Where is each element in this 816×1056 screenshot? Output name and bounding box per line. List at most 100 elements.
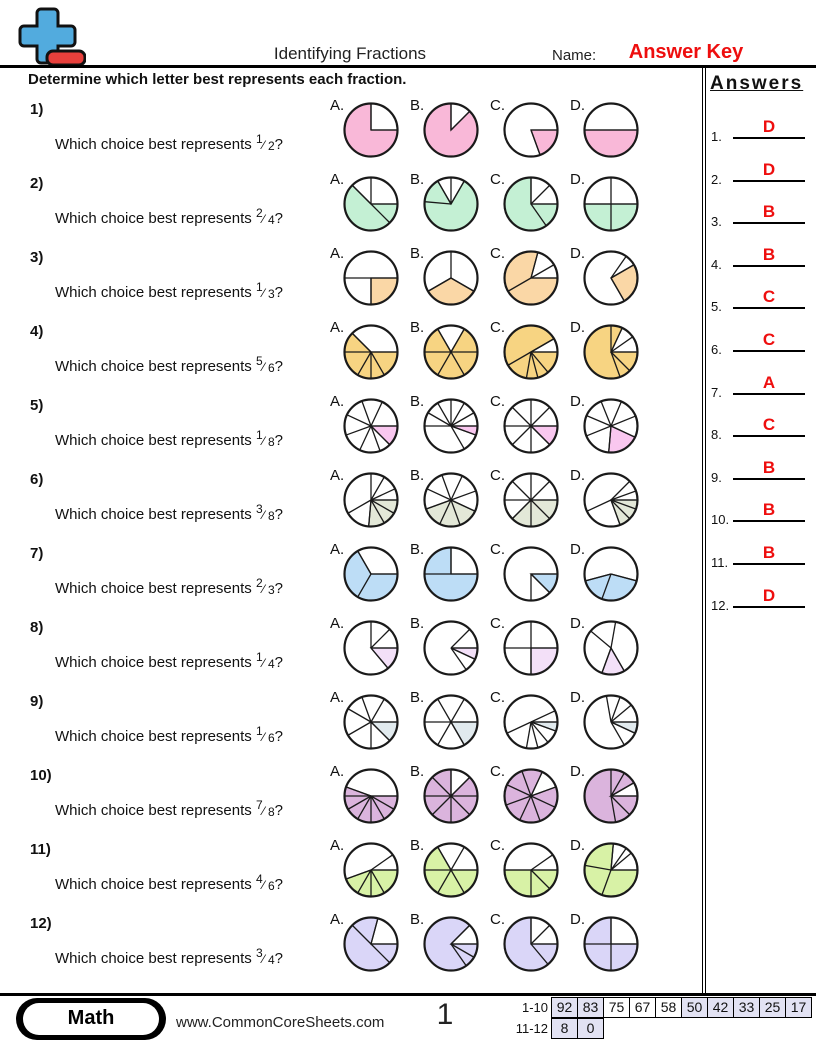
score-table: 1-10 92 83 75 67 58 50 42 33 25 17 11-12 8 0	[502, 997, 812, 1039]
fraction-pie	[423, 398, 479, 454]
choice-b: B.	[405, 391, 485, 463]
fraction-slash: ⁄	[262, 582, 268, 596]
choice-label: B.	[410, 171, 425, 188]
name-label: Name:	[552, 47, 597, 64]
choice-label: D.	[570, 615, 585, 632]
question-row: 12) Which choice best represents 3⁄ 4? A. B…	[0, 909, 700, 983]
fraction-pie	[423, 620, 479, 676]
fraction-pie	[503, 176, 559, 232]
name-value: Answer Key	[628, 41, 744, 63]
question-number: 10)	[30, 767, 52, 784]
choice-label: A.	[330, 319, 345, 336]
answer-line: B	[733, 245, 805, 267]
fraction-denominator: 6	[267, 879, 275, 893]
fraction-pie	[343, 694, 399, 750]
fraction-pie	[503, 842, 559, 898]
choice-group: A. B. C. D.	[325, 465, 645, 537]
choice-a: A.	[325, 95, 405, 167]
fraction-denominator: 4	[267, 953, 275, 967]
page-title: Identifying Fractions	[273, 44, 427, 63]
answer-number: 4.	[711, 256, 722, 272]
score-label: 11-12	[515, 1021, 548, 1036]
question-text: Which choice best represents 1⁄ 3?	[55, 280, 283, 301]
question-number: 3)	[30, 249, 44, 266]
choice-c: C.	[485, 465, 565, 537]
choice-d: D.	[565, 539, 645, 611]
answer-number: 9.	[711, 469, 722, 485]
choice-label: D.	[570, 393, 585, 410]
fraction-pie	[503, 546, 559, 602]
question-text: Which choice best represents 1⁄ 2?	[55, 132, 283, 153]
answer-line: B	[733, 202, 805, 225]
answer-letter: B	[762, 543, 776, 562]
fraction-pie	[343, 842, 399, 898]
fraction-pie	[503, 102, 559, 158]
score-cell: 42	[707, 997, 734, 1018]
choice-label: B.	[410, 763, 425, 780]
header-rule	[0, 65, 816, 68]
fraction-numerator: 5	[255, 354, 263, 368]
choice-label: C.	[490, 763, 505, 780]
fraction-denominator: 6	[267, 361, 275, 375]
website-url: www.CommonCoreSheets.com	[176, 1014, 385, 1031]
question-text: Which choice best represents 7⁄ 8?	[55, 798, 283, 819]
score-cell: 83	[577, 997, 604, 1018]
choice-d: D.	[565, 465, 645, 537]
choice-a: A.	[325, 835, 405, 907]
choice-label: C.	[490, 615, 505, 632]
fraction-pie	[503, 398, 559, 454]
fraction-numerator: 1	[255, 280, 263, 294]
fraction-numerator: 2	[255, 206, 263, 220]
choice-b: B.	[405, 243, 485, 315]
choice-label: C.	[490, 97, 505, 114]
answer-line: C	[733, 330, 805, 352]
answer-number: 5.	[711, 299, 722, 315]
choice-label: C.	[490, 837, 505, 854]
answer-row: 2. D	[711, 160, 811, 187]
choice-label: D.	[570, 171, 585, 188]
choice-label: D.	[570, 319, 585, 336]
answer-line: B	[733, 458, 805, 480]
score-cell: 75	[603, 997, 630, 1018]
fraction-denominator: 4	[267, 213, 275, 227]
choice-label: D.	[570, 837, 585, 854]
question-row: 3) Which choice best represents 1⁄ 3? A. B.…	[0, 243, 700, 317]
choice-a: A.	[325, 391, 405, 463]
score-row: 11-12 8 0	[502, 1018, 812, 1039]
answer-letter: A	[762, 372, 776, 392]
question-row: 9) Which choice best represents 1⁄ 6? A. B.…	[0, 687, 700, 761]
choice-label: D.	[570, 689, 585, 706]
question-text: Which choice best represents 4⁄ 6?	[55, 872, 283, 893]
fraction-numerator: 7	[255, 798, 263, 812]
fraction-pie	[423, 842, 479, 898]
choice-label: B.	[410, 615, 425, 632]
answer-number: 1.	[711, 129, 722, 144]
choice-c: C.	[485, 243, 565, 315]
question-row: 2) Which choice best represents 2⁄ 4? A. B.…	[0, 169, 700, 243]
choice-label: A.	[330, 393, 345, 410]
score-row: 1-10 92 83 75 67 58 50 42 33 25 17	[502, 997, 812, 1018]
question-row: 7) Which choice best represents 2⁄ 3? A. B.…	[0, 539, 700, 613]
score-cell: 50	[681, 997, 708, 1018]
fraction-denominator: 8	[267, 435, 275, 449]
answer-line: B	[733, 500, 805, 523]
fraction-pie	[423, 102, 479, 158]
fraction-numerator: 2	[255, 576, 263, 590]
answer-number: 7.	[711, 384, 722, 400]
choice-label: A.	[330, 171, 345, 188]
score-cell: 25	[759, 997, 786, 1018]
score-cell: 67	[629, 997, 656, 1018]
choice-b: B.	[405, 465, 485, 537]
choice-c: C.	[485, 687, 565, 759]
choice-group: A. B. C. D.	[325, 761, 645, 833]
question-text: Which choice best represents 3⁄ 4?	[55, 946, 283, 967]
choice-b: B.	[405, 613, 485, 685]
score-cell: 8	[551, 1018, 578, 1039]
choice-label: D.	[570, 97, 585, 114]
fraction-pie	[583, 102, 639, 158]
choice-c: C.	[485, 761, 565, 833]
question-number: 4)	[30, 323, 44, 340]
fraction-denominator: 4	[267, 657, 275, 671]
choice-label: A.	[330, 689, 345, 706]
answer-number: 2.	[711, 171, 722, 187]
